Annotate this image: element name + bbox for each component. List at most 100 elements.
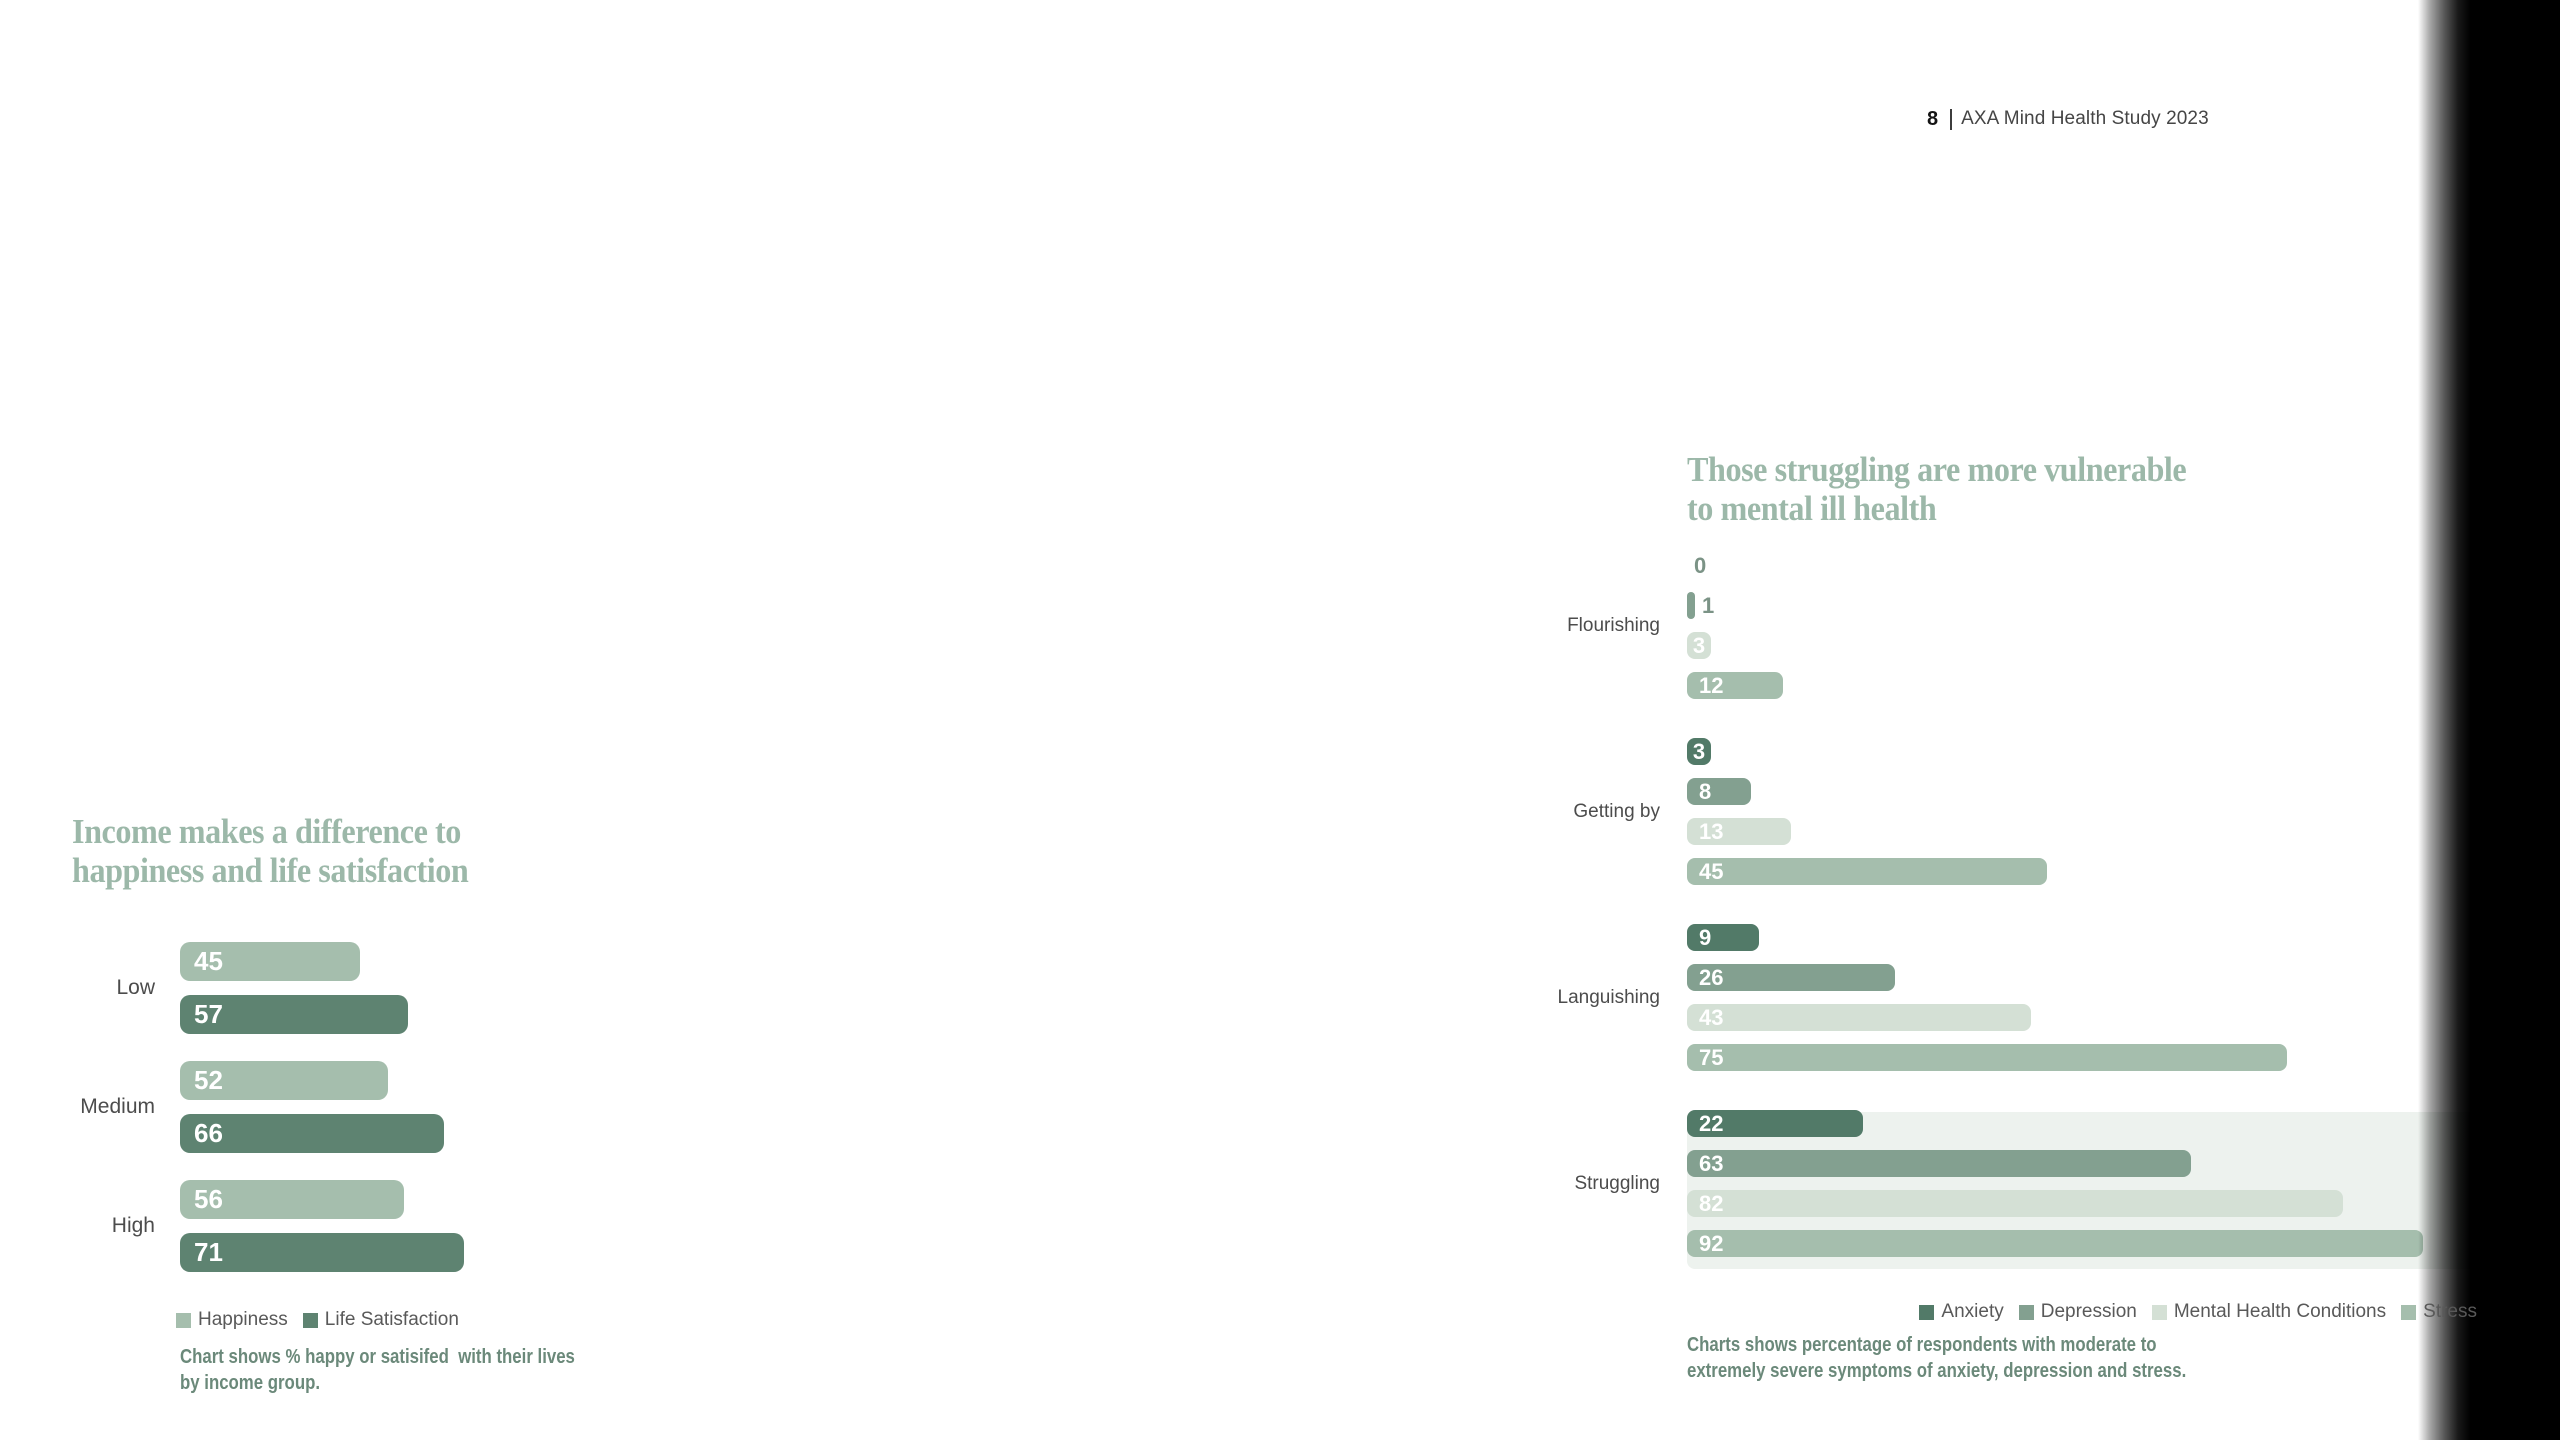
- legend-item-depression: Depression: [2018, 1301, 2137, 1323]
- legend-item-life-satisfaction: Life Satisfaction: [302, 1309, 459, 1331]
- title-line: Income makes a difference to: [72, 812, 461, 851]
- bar-row: 9: [1687, 924, 2487, 951]
- category-label: Getting by: [1573, 800, 1660, 822]
- bar-row: 82: [1687, 1190, 2487, 1217]
- bar-value: 66: [194, 1118, 223, 1148]
- bar-anxiety: [1687, 738, 1711, 765]
- legend-swatch: [2018, 1304, 2034, 1320]
- page-header: 8 AXA Mind Health Study 2023: [1927, 105, 2209, 133]
- mental-health-chart-caption: Charts shows percentage of respondents w…: [1687, 1332, 2186, 1384]
- bar-row: 56: [180, 1180, 580, 1219]
- bar-anxiety: [1687, 1110, 1863, 1137]
- bar-row: 57: [180, 995, 580, 1034]
- legend-label: Mental Health Conditions: [2173, 1301, 2387, 1322]
- bar-life-satisfaction: [180, 995, 408, 1034]
- page-number: 8: [1927, 107, 1939, 130]
- bar-group-medium: Medium 52 66: [60, 1061, 600, 1153]
- legend-swatch: [2151, 1304, 2167, 1320]
- bar-row: 75: [1687, 1044, 2487, 1071]
- bar-value: 3: [1692, 632, 1706, 658]
- bar-value: 1: [1702, 592, 1715, 618]
- bar-value: 3: [1692, 738, 1706, 764]
- legend-item-mental-health-conditions: Mental Health Conditions: [2151, 1301, 2387, 1323]
- bar-row: 71: [180, 1233, 580, 1272]
- income-chart-caption: Chart shows % happy or satisifed with th…: [180, 1344, 575, 1396]
- header-divider: [1950, 108, 1953, 130]
- bar-value: 92: [1699, 1230, 1724, 1256]
- bar-depression: [1687, 592, 1695, 619]
- title-line: happiness and life satisfaction: [72, 851, 469, 890]
- bar-row: 22: [1687, 1110, 2487, 1137]
- bar-value: 45: [1699, 858, 1724, 884]
- bar-row: 92: [1687, 1230, 2487, 1257]
- bar-value: 57: [194, 999, 223, 1029]
- bar-row: 45: [1687, 858, 2487, 885]
- header-title: AXA Mind Health Study 2023: [1961, 108, 2209, 129]
- legend-item-anxiety: Anxiety: [1919, 1301, 2004, 1323]
- legend-label: Happiness: [198, 1309, 288, 1330]
- legend-label: Depression: [2040, 1301, 2137, 1322]
- bar-value: 0: [1694, 552, 1707, 578]
- caption-line: by income group.: [180, 1372, 321, 1394]
- bar-value: 9: [1699, 924, 1712, 950]
- bar-stress: [1687, 1044, 2287, 1071]
- legend-swatch: [302, 1312, 318, 1328]
- bar-row: 43: [1687, 1004, 2487, 1031]
- mental-health-chart-title: Those struggling are more vulnerable to …: [1687, 450, 2187, 528]
- bar-group-high: High 56 71: [60, 1180, 600, 1272]
- bar-value: 26: [1699, 964, 1724, 990]
- bar-row: 3: [1687, 738, 2487, 765]
- category-label: Languishing: [1557, 986, 1660, 1008]
- bar-stress: [1687, 858, 2047, 885]
- bar-stress: [1687, 1230, 2423, 1257]
- bar-row: 3: [1687, 632, 2487, 659]
- bar-row: 63: [1687, 1150, 2487, 1177]
- bar-value: 8: [1699, 778, 1712, 804]
- bar-value: 56: [194, 1184, 223, 1214]
- title-line: to mental ill health: [1687, 489, 1937, 528]
- bar-depression: [1687, 964, 1895, 991]
- bar-value: 52: [194, 1065, 223, 1095]
- category-label: High: [111, 1214, 155, 1237]
- bar-mental-health-conditions: [1687, 1190, 2343, 1217]
- bar-life-satisfaction: [180, 1233, 464, 1272]
- bar-row: 13: [1687, 818, 2487, 845]
- bar-row: 66: [180, 1114, 580, 1153]
- bar-value: 82: [1699, 1190, 1724, 1216]
- bar-group-low: Low 45 57: [60, 942, 600, 1034]
- bar-group-flourishing: Flourishing 0 1 3 12: [1500, 552, 2500, 699]
- bar-row: 45: [180, 942, 580, 981]
- bar-happiness: [180, 1061, 388, 1100]
- bar-group-languishing: Languishing 9 26 43 75: [1500, 924, 2500, 1071]
- legend-swatch: [2401, 1304, 2417, 1320]
- bar-mental-health-conditions: [1687, 632, 1711, 659]
- bar-row: 52: [180, 1061, 580, 1100]
- mental-health-chart-legend: Anxiety Depression Mental Health Condition…: [1919, 1301, 2477, 1323]
- bar-row: 0: [1687, 552, 2487, 579]
- bar-value: 71: [194, 1237, 223, 1267]
- caption-line: Charts shows percentage of respondents w…: [1687, 1334, 2157, 1356]
- bar-happiness: [180, 1180, 404, 1219]
- category-label: Medium: [80, 1095, 155, 1118]
- bar-depression: [1687, 1150, 2191, 1177]
- right-edge-shadow: [2418, 0, 2560, 1440]
- bar-value: 13: [1699, 818, 1724, 844]
- category-label: Low: [116, 976, 155, 999]
- income-chart-title: Income makes a difference to happiness a…: [72, 812, 469, 890]
- bar-row: 8: [1687, 778, 2487, 805]
- income-chart-legend: Happiness Life Satisfaction: [176, 1309, 459, 1331]
- bar-group-getting-by: Getting by 3 8 13 45: [1500, 738, 2500, 885]
- bar-value: 43: [1699, 1004, 1724, 1030]
- legend-item-happiness: Happiness: [176, 1309, 288, 1331]
- category-label: Struggling: [1574, 1172, 1660, 1194]
- bar-group-struggling: Struggling 22 63 82 92: [1500, 1110, 2500, 1257]
- bar-happiness: [180, 942, 360, 981]
- bar-mental-health-conditions: [1687, 818, 1791, 845]
- bar-anxiety: [1687, 924, 1759, 951]
- legend-swatch: [1919, 1304, 1935, 1320]
- legend-label: Life Satisfaction: [324, 1309, 459, 1330]
- bar-value: 63: [1699, 1150, 1724, 1176]
- title-line: Those struggling are more vulnerable: [1687, 450, 2187, 489]
- bar-depression: [1687, 778, 1751, 805]
